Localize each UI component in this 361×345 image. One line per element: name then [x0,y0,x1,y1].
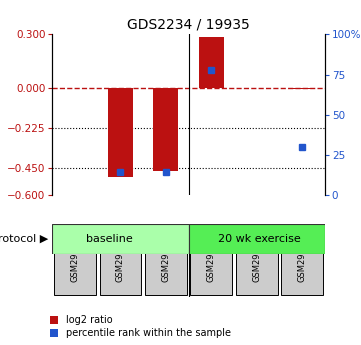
Bar [189,224,325,254]
Title: GDS2234 / 19935: GDS2234 / 19935 [127,18,250,32]
Bar [108,88,133,177]
Bar [199,37,224,88]
Bar [290,88,315,89]
Text: GSM29533: GSM29533 [207,236,216,282]
Text: GSM29529: GSM29529 [161,236,170,282]
Bar [52,224,189,254]
Text: GSM29535: GSM29535 [252,236,261,282]
Bar [100,226,142,295]
Bar [281,226,323,295]
Text: 20 wk exercise: 20 wk exercise [218,234,300,244]
Bar [145,226,187,295]
Bar [54,226,96,295]
Text: baseline: baseline [86,234,132,244]
Legend: log2 ratio, percentile rank within the sample: log2 ratio, percentile rank within the s… [50,315,231,338]
Text: GSM29523: GSM29523 [116,236,125,282]
Text: GSM29536: GSM29536 [298,236,307,282]
Bar [191,226,232,295]
Bar [236,226,278,295]
Text: protocol ▶: protocol ▶ [0,234,49,244]
Bar [153,88,178,171]
Text: GSM29507: GSM29507 [70,236,79,282]
